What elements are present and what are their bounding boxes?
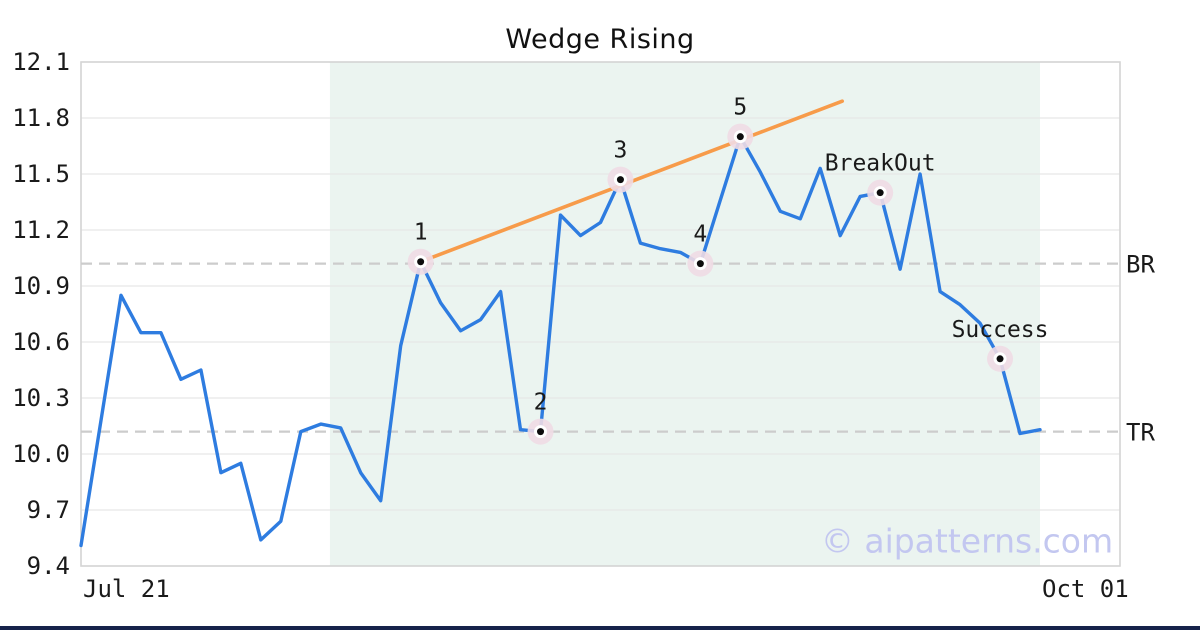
watermark: © aipatterns.com xyxy=(820,521,1114,561)
y-tick-label: 10.9 xyxy=(12,272,70,300)
point-dot xyxy=(417,258,425,266)
chart-title: Wedge Rising xyxy=(505,24,695,55)
x-tick-label-start: Jul 21 xyxy=(83,575,170,603)
point-dot xyxy=(996,355,1004,363)
point-dot xyxy=(696,260,704,268)
point-dot xyxy=(736,133,744,141)
annotation-label-3: 3 xyxy=(614,138,628,164)
level-label-tr: TR xyxy=(1126,419,1155,447)
point-dot xyxy=(537,428,545,436)
y-tick-label: 10.0 xyxy=(12,440,70,468)
annotation-label-success: Success xyxy=(952,317,1049,343)
y-tick-label: 9.7 xyxy=(27,496,70,524)
point-dot xyxy=(876,189,884,197)
annotation-label-2: 2 xyxy=(534,390,548,416)
y-tick-label: 11.2 xyxy=(12,216,70,244)
annotation-label-1: 1 xyxy=(414,220,428,246)
plot-border xyxy=(80,61,1121,567)
annotation-label-5: 5 xyxy=(733,95,747,121)
y-tick-label: 10.3 xyxy=(12,384,70,412)
y-tick-label: 11.5 xyxy=(12,160,70,188)
footer-bar xyxy=(0,626,1200,630)
annotation-label-breakout: BreakOut xyxy=(825,151,936,177)
y-tick-label: 11.8 xyxy=(12,104,70,132)
y-tick-label: 12.1 xyxy=(12,48,70,76)
point-dot xyxy=(616,176,624,184)
y-tick-label: 10.6 xyxy=(12,328,70,356)
pattern-shade-region xyxy=(329,62,1040,566)
y-tick-label: 9.4 xyxy=(27,552,70,580)
annotation-label-4: 4 xyxy=(693,222,707,248)
x-tick-label-end: Oct 01 xyxy=(1042,575,1129,603)
level-label-br: BR xyxy=(1126,251,1155,279)
